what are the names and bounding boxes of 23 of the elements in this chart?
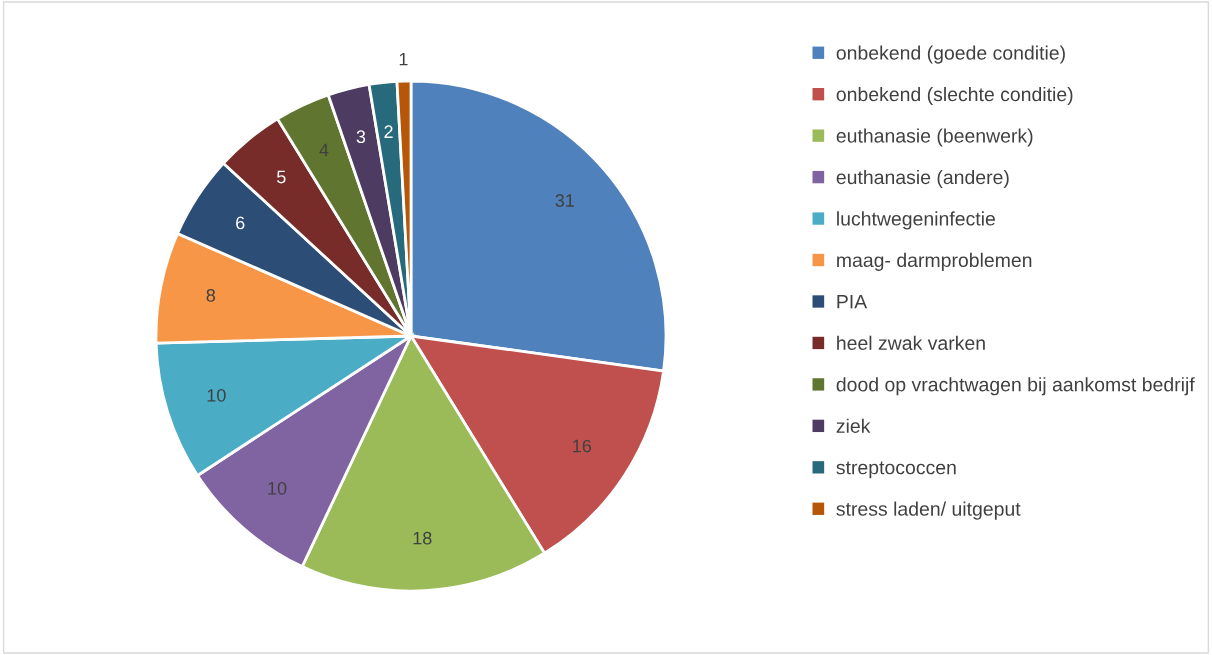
data-label: 18 xyxy=(413,531,432,545)
data-label: 3 xyxy=(356,130,366,144)
legend-label: PIA xyxy=(837,294,868,309)
legend-label: onbekend (goede conditie) xyxy=(836,45,1065,64)
legend-label: euthanasie (beenwerk) xyxy=(836,128,1033,147)
legend-label: dood op vrachtwagen bij aankomst bedrijf xyxy=(836,377,1195,396)
legend-label: ziek xyxy=(836,418,871,433)
data-label: 2 xyxy=(384,125,393,138)
legend-label: luchtwegeninfectie xyxy=(837,211,995,230)
data-label: 31 xyxy=(555,194,574,207)
data-label: 6 xyxy=(236,216,245,230)
legend-label: streptococcen xyxy=(836,461,956,479)
legend-label: maag- darmproblemen xyxy=(837,252,1032,271)
legend-label: euthanasie (andere) xyxy=(836,169,1009,188)
data-label: 8 xyxy=(206,288,216,302)
legend-label: heel zwak varken xyxy=(837,335,985,350)
legend-label: onbekend (slechte conditie) xyxy=(836,86,1073,106)
data-label: 5 xyxy=(277,170,286,184)
data-label: 1 xyxy=(399,52,408,66)
legend-label: stress laden/ uitgeput xyxy=(836,501,1021,520)
data-label: 10 xyxy=(207,388,226,402)
data-label: 16 xyxy=(573,439,592,453)
data-label: 10 xyxy=(268,481,287,495)
